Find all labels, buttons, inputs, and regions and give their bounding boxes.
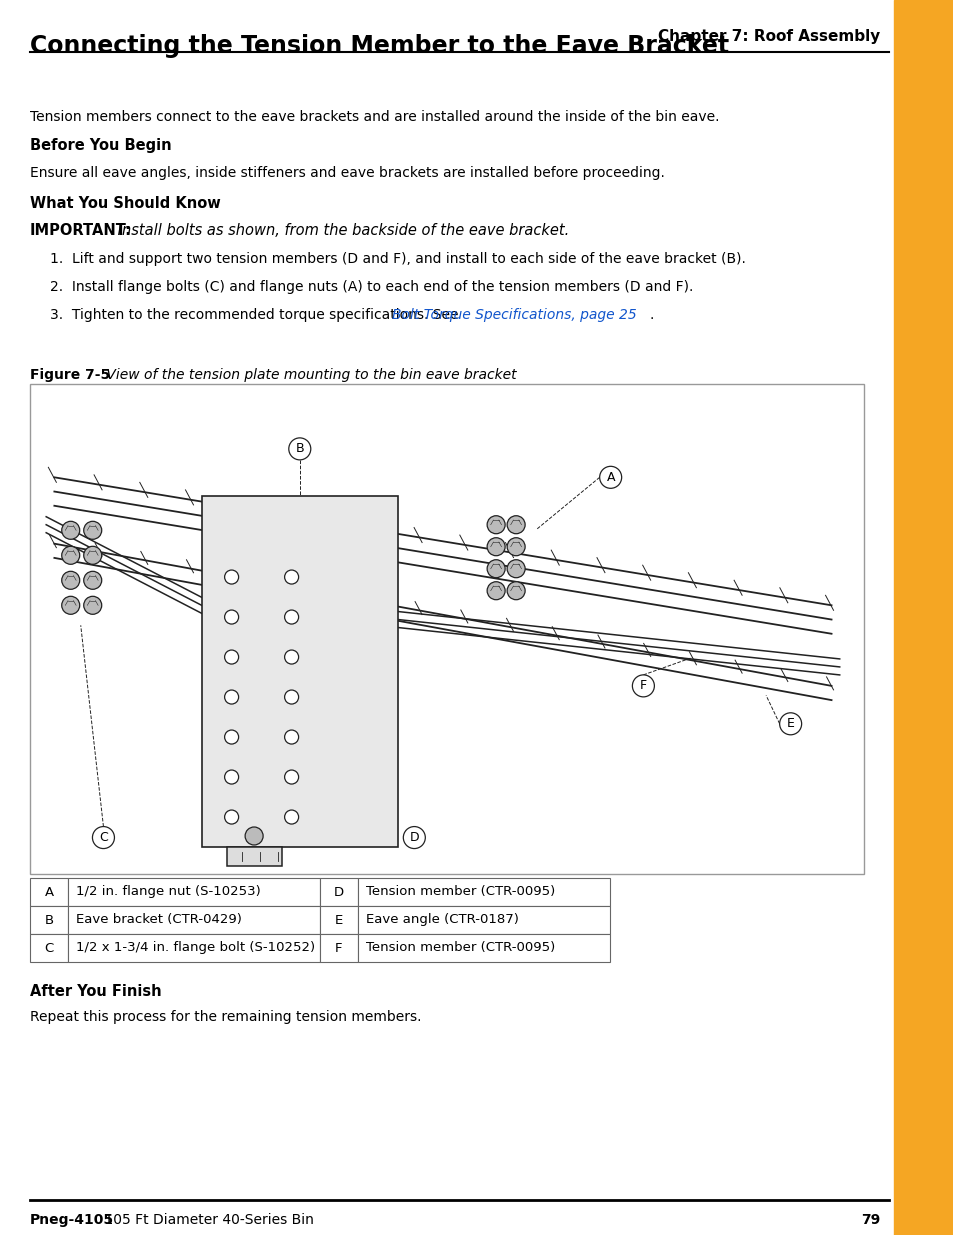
Circle shape <box>224 730 238 743</box>
Circle shape <box>224 610 238 624</box>
Circle shape <box>62 546 80 564</box>
Circle shape <box>84 521 102 540</box>
Circle shape <box>403 826 425 848</box>
Circle shape <box>224 650 238 664</box>
Circle shape <box>62 572 80 589</box>
Bar <box>319 906 357 934</box>
Bar <box>357 878 609 906</box>
Circle shape <box>284 771 298 784</box>
Circle shape <box>284 810 298 824</box>
Circle shape <box>224 810 238 824</box>
Text: A: A <box>45 885 53 899</box>
Text: Figure 7-5: Figure 7-5 <box>30 368 111 382</box>
Circle shape <box>284 610 298 624</box>
Circle shape <box>224 571 238 584</box>
Text: Eave angle (CTR-0187): Eave angle (CTR-0187) <box>366 914 518 926</box>
Text: 1/2 x 1-3/4 in. flange bolt (S-10252): 1/2 x 1-3/4 in. flange bolt (S-10252) <box>76 941 314 955</box>
Text: Eave bracket (CTR-0429): Eave bracket (CTR-0429) <box>76 914 242 926</box>
Text: 3.  Tighten to the recommended torque specifications. See: 3. Tighten to the recommended torque spe… <box>50 308 462 322</box>
Text: D: D <box>334 885 344 899</box>
Text: E: E <box>335 914 343 926</box>
Bar <box>357 934 609 962</box>
Text: C: C <box>45 941 53 955</box>
Bar <box>319 878 357 906</box>
Circle shape <box>487 516 504 534</box>
Bar <box>30 878 68 906</box>
Text: C: C <box>99 831 108 844</box>
Text: Install bolts as shown, from the backside of the eave bracket.: Install bolts as shown, from the backsid… <box>112 224 569 238</box>
Circle shape <box>284 730 298 743</box>
Bar <box>68 878 319 906</box>
Bar <box>319 934 357 962</box>
Circle shape <box>92 826 114 848</box>
Text: D: D <box>409 831 418 844</box>
Text: Pneg-4105: Pneg-4105 <box>30 1213 114 1228</box>
Text: Tension members connect to the eave brackets and are installed around the inside: Tension members connect to the eave brac… <box>30 110 719 124</box>
Circle shape <box>84 597 102 614</box>
Text: F: F <box>639 679 646 693</box>
Circle shape <box>779 713 801 735</box>
Bar <box>893 0 953 1235</box>
Text: 1/2 in. flange nut (S-10253): 1/2 in. flange nut (S-10253) <box>76 885 260 899</box>
Circle shape <box>507 516 524 534</box>
Circle shape <box>62 597 80 614</box>
Text: Bolt Torque Specifications, page 25: Bolt Torque Specifications, page 25 <box>392 308 636 322</box>
Text: .: . <box>649 308 654 322</box>
Text: Tension member (CTR-0095): Tension member (CTR-0095) <box>366 941 555 955</box>
Circle shape <box>84 572 102 589</box>
Circle shape <box>507 559 524 578</box>
Circle shape <box>487 537 504 556</box>
Text: B: B <box>295 442 304 456</box>
Text: B: B <box>45 914 53 926</box>
Bar <box>68 906 319 934</box>
Circle shape <box>284 571 298 584</box>
Text: View of the tension plate mounting to the bin eave bracket: View of the tension plate mounting to th… <box>102 368 517 382</box>
Circle shape <box>487 582 504 600</box>
Text: IMPORTANT:: IMPORTANT: <box>30 224 132 238</box>
Circle shape <box>62 521 80 540</box>
Text: Connecting the Tension Member to the Eave Bracket: Connecting the Tension Member to the Eav… <box>30 35 728 58</box>
Bar <box>30 384 863 874</box>
Bar <box>357 906 609 934</box>
Circle shape <box>632 674 654 697</box>
Circle shape <box>224 771 238 784</box>
Text: Ensure all eave angles, inside stiffeners and eave brackets are installed before: Ensure all eave angles, inside stiffener… <box>30 165 664 180</box>
Bar <box>30 906 68 934</box>
Text: 2.  Install flange bolts (C) and flange nuts (A) to each end of the tension memb: 2. Install flange bolts (C) and flange n… <box>50 280 693 294</box>
Text: Tension member (CTR-0095): Tension member (CTR-0095) <box>366 885 555 899</box>
Text: Before You Begin: Before You Begin <box>30 138 172 153</box>
Text: After You Finish: After You Finish <box>30 984 161 999</box>
Text: Chapter 7: Roof Assembly: Chapter 7: Roof Assembly <box>658 28 880 43</box>
Circle shape <box>224 690 238 704</box>
Text: What You Should Know: What You Should Know <box>30 196 220 211</box>
Text: Repeat this process for the remaining tension members.: Repeat this process for the remaining te… <box>30 1010 421 1024</box>
Circle shape <box>507 537 524 556</box>
Text: A: A <box>606 471 615 484</box>
Circle shape <box>284 650 298 664</box>
Text: F: F <box>335 941 342 955</box>
Circle shape <box>507 582 524 600</box>
Text: 105 Ft Diameter 40-Series Bin: 105 Ft Diameter 40-Series Bin <box>100 1213 314 1228</box>
Text: 79: 79 <box>860 1213 880 1228</box>
Bar <box>227 847 281 866</box>
Circle shape <box>289 438 311 459</box>
Circle shape <box>245 827 263 845</box>
Bar <box>68 934 319 962</box>
Text: 1.  Lift and support two tension members (D and F), and install to each side of : 1. Lift and support two tension members … <box>50 252 745 266</box>
Bar <box>30 934 68 962</box>
Circle shape <box>284 690 298 704</box>
Text: E: E <box>786 718 794 730</box>
Circle shape <box>84 546 102 564</box>
Circle shape <box>599 467 621 488</box>
Circle shape <box>487 559 504 578</box>
Polygon shape <box>201 496 397 847</box>
